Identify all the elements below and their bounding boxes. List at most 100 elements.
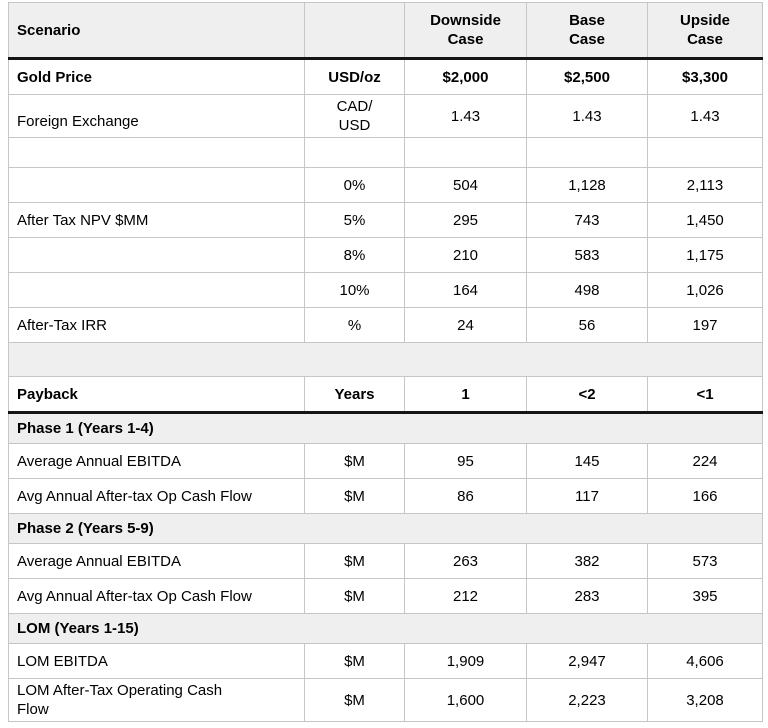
unit-cell: $M (304, 578, 405, 614)
row-label-cell: Gold Price (8, 58, 305, 95)
header-row: Scenario Downside Case Base Case Upside Cas… (8, 2, 763, 60)
value-cell: 382 (526, 543, 648, 579)
table-row: Avg Annual After-tax Op Cash Flow $M 86 117… (8, 478, 763, 514)
row-label-cell: Avg Annual After-tax Op Cash Flow (8, 478, 305, 514)
value-cell: 212 (404, 578, 527, 614)
col-header-unit (304, 2, 405, 60)
value-cell: 197 (647, 307, 763, 343)
value-cell: 145 (526, 443, 648, 479)
value-cell: 56 (526, 307, 648, 343)
unit-cell: % (304, 307, 405, 343)
value-cell: 86 (404, 478, 527, 514)
value-cell: 1,600 (404, 678, 527, 722)
value-cell: 395 (647, 578, 763, 614)
row-label-cell: Avg Annual After-tax Op Cash Flow (8, 578, 305, 614)
value-cell: <1 (647, 376, 763, 414)
empty-cell (304, 137, 405, 168)
value-cell: 1.43 (647, 94, 763, 138)
row-label-cell: Average Annual EBITDA (8, 443, 305, 479)
section-header-cell: LOM (Years 1-15) (8, 613, 763, 644)
section-header-row: Phase 1 (Years 1-4) (8, 412, 763, 444)
empty-cell (526, 137, 648, 168)
value-cell: 743 (526, 202, 648, 238)
value-cell: 2,947 (526, 643, 648, 679)
col-header-scenario: Scenario (8, 2, 305, 60)
value-cell: <2 (526, 376, 648, 414)
table-row: 0% 504 1,128 2,113 (8, 167, 763, 203)
col-header-case: Downside Case (404, 2, 527, 60)
value-cell: 2,113 (647, 167, 763, 203)
section-header-cell: Phase 1 (Years 1-4) (8, 412, 763, 444)
value-cell: 1.43 (526, 94, 648, 138)
row-label-cell (8, 272, 305, 308)
separator-row (8, 342, 763, 377)
table-row: Gold Price USD/oz $2,000 $2,500 $3,300 (8, 58, 763, 95)
value-cell: 263 (404, 543, 527, 579)
empty-cell (647, 137, 763, 168)
col-header-case: Upside Case (647, 2, 763, 60)
value-cell: 1.43 (404, 94, 527, 138)
value-cell: 1 (404, 376, 527, 414)
unit-cell: 10% (304, 272, 405, 308)
table-row: After Tax NPV $MM 5% 295 743 1,450 (8, 202, 763, 238)
table-row: Payback Years 1 <2 <1 (8, 376, 763, 414)
value-cell: 166 (647, 478, 763, 514)
row-label-cell (8, 167, 305, 203)
value-cell: $3,300 (647, 58, 763, 95)
col-header-case: Base Case (526, 2, 648, 60)
unit-cell: $M (304, 543, 405, 579)
value-cell: 224 (647, 443, 763, 479)
row-label-cell: Average Annual EBITDA (8, 543, 305, 579)
value-cell: 573 (647, 543, 763, 579)
value-cell: 2,223 (526, 678, 648, 722)
value-cell: 583 (526, 237, 648, 273)
empty-cell (8, 137, 305, 168)
value-cell: 283 (526, 578, 648, 614)
value-cell: 117 (526, 478, 648, 514)
value-cell: 4,606 (647, 643, 763, 679)
unit-cell: CAD/ USD (304, 94, 405, 138)
row-label-cell (8, 237, 305, 273)
table-row: Average Annual EBITDA $M 95 145 224 (8, 443, 763, 479)
value-cell: 1,909 (404, 643, 527, 679)
table-body: Gold Price USD/oz $2,000 $2,500 $3,300 Foreig… (8, 58, 763, 722)
value-cell: 504 (404, 167, 527, 203)
table-row: LOM After-Tax Operating Cash Flow $M 1,600… (8, 678, 763, 722)
table-header: Scenario Downside Case Base Case Upside Cas… (8, 2, 763, 60)
section-header-row: Phase 2 (Years 5-9) (8, 513, 763, 544)
value-cell: 164 (404, 272, 527, 308)
section-header-row: LOM (Years 1-15) (8, 613, 763, 644)
unit-cell: 5% (304, 202, 405, 238)
row-label-cell: LOM After-Tax Operating Cash Flow (8, 678, 305, 722)
unit-cell: USD/oz (304, 58, 405, 95)
unit-cell: Years (304, 376, 405, 414)
unit-cell: 8% (304, 237, 405, 273)
value-cell: 1,450 (647, 202, 763, 238)
separator-cell (8, 342, 763, 377)
table-row: After-Tax IRR% 24 56 197 (8, 307, 763, 343)
table-row: 10% 164 498 1,026 (8, 272, 763, 308)
row-label-cell: Payback (8, 376, 305, 414)
unit-cell: $M (304, 443, 405, 479)
value-cell: 24 (404, 307, 527, 343)
value-cell: 498 (526, 272, 648, 308)
value-cell: 1,026 (647, 272, 763, 308)
value-cell: 3,208 (647, 678, 763, 722)
unit-cell: 0% (304, 167, 405, 203)
value-cell: 1,128 (526, 167, 648, 203)
unit-cell: $M (304, 678, 405, 722)
table-row: Avg Annual After-tax Op Cash Flow $M 212 28… (8, 578, 763, 614)
table-row: Foreign Exchange CAD/ USD 1.43 1.43 1.43 (8, 94, 763, 138)
section-header-cell: Phase 2 (Years 5-9) (8, 513, 763, 544)
empty-cell (404, 137, 527, 168)
scenario-comparison-table: Scenario Downside Case Base Case Upside Cas… (8, 2, 763, 722)
table-row: Average Annual EBITDA $M 263 382 573 (8, 543, 763, 579)
value-cell: 1,175 (647, 237, 763, 273)
row-label-cell: LOM EBITDA (8, 643, 305, 679)
unit-cell: $M (304, 478, 405, 514)
value-cell: 95 (404, 443, 527, 479)
row-label-cell: After Tax NPV $MM (8, 202, 305, 238)
table-row: 8% 210 583 1,175 (8, 237, 763, 273)
value-cell: 210 (404, 237, 527, 273)
